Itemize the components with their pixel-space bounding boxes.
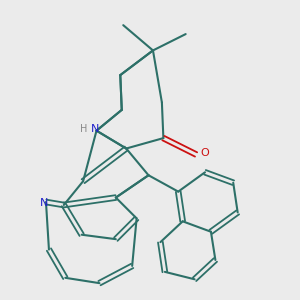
Text: O: O [200, 148, 209, 158]
Text: N: N [40, 199, 49, 208]
Text: H: H [80, 124, 88, 134]
Text: N: N [91, 124, 99, 134]
